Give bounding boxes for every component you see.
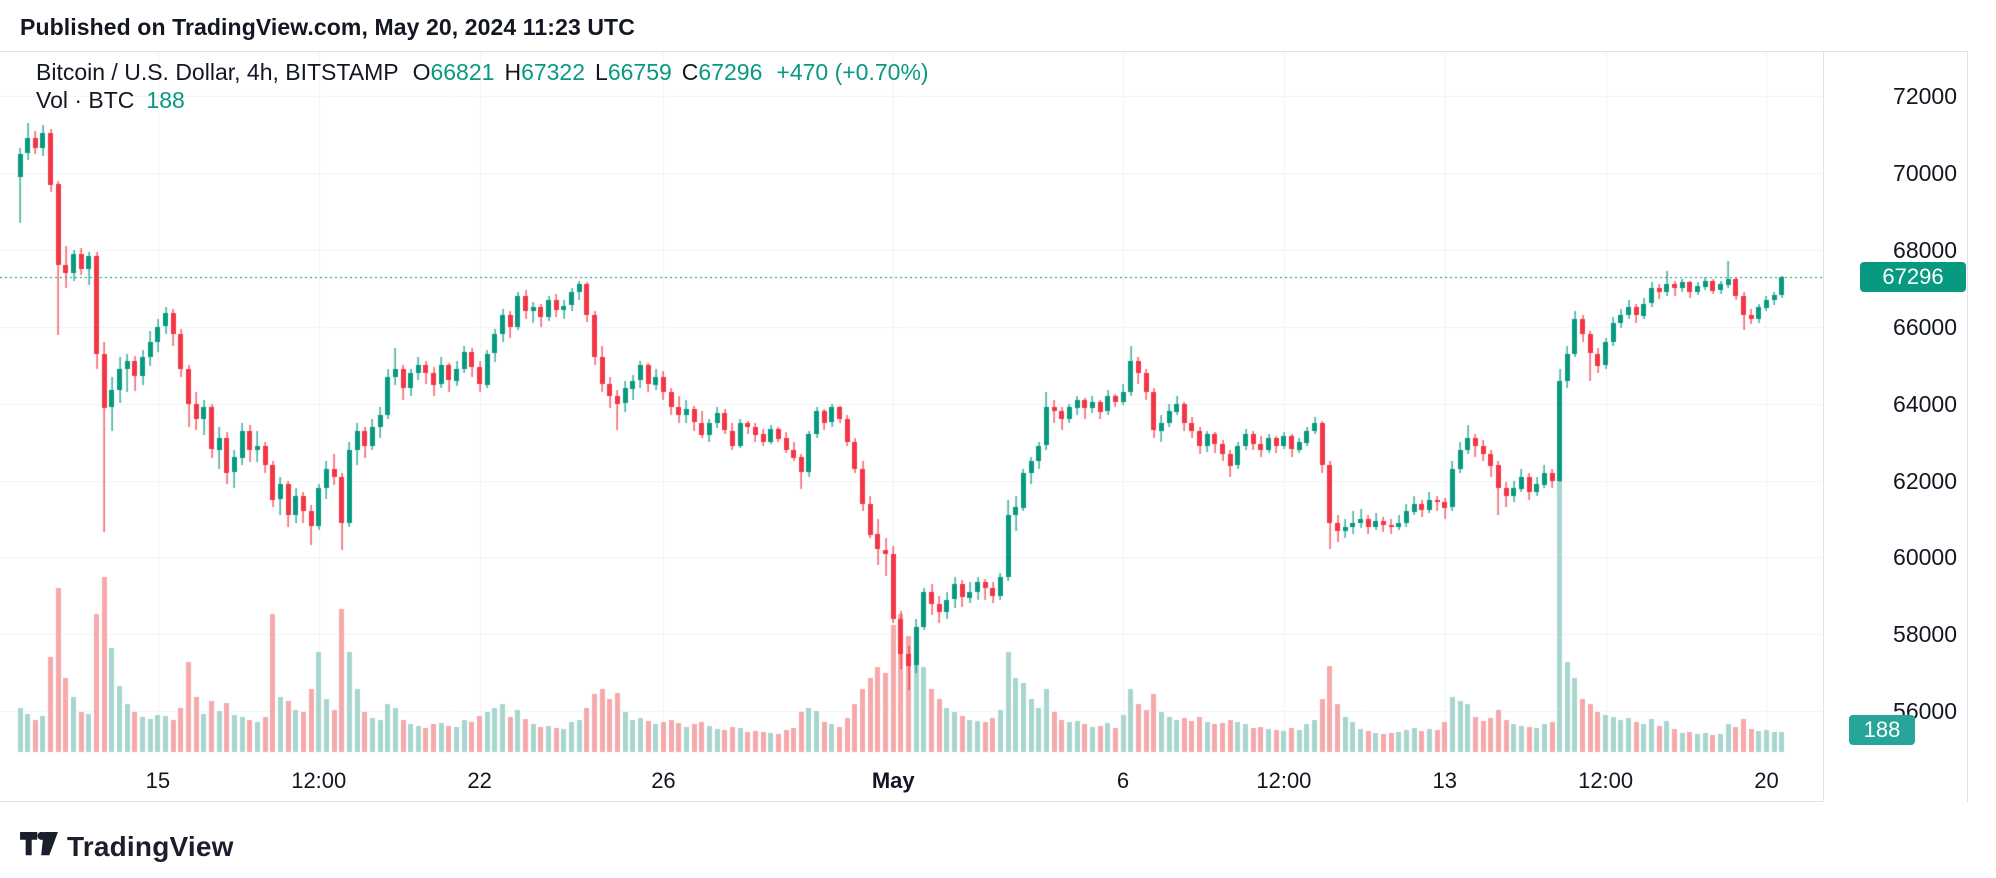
open-value: 66821 [430,59,495,85]
chart-legend: Bitcoin / U.S. Dollar, 4h, BITSTAMP O6682… [36,58,929,114]
price-scale-label: 62000 [1893,467,1957,494]
time-scale-label: 6 [1116,768,1130,793]
low-label: L [595,59,608,85]
close-value: 67296 [698,59,763,85]
candlestick-plot[interactable] [0,52,1823,802]
price-scale-label: 58000 [1893,621,1957,648]
last-price-badge: 67296 [1860,261,1966,292]
open-label: O [412,59,431,85]
close-label: C [681,59,699,85]
published-text: Published on TradingView.com, May 20, 20… [20,14,635,40]
ohlc-high: H67322 [504,59,585,85]
tradingview-brand[interactable]: TradingView [20,831,234,863]
legend-symbol-row: Bitcoin / U.S. Dollar, 4h, BITSTAMP O6682… [36,58,929,86]
low-value: 66759 [607,59,672,85]
ohlc-low: L66759 [595,59,672,85]
time-scale-label: 15 [145,768,171,793]
volume-label[interactable]: Vol · BTC [36,87,135,113]
price-scale-label: 68000 [1893,236,1957,263]
ohlc-close: C67296 [682,59,763,85]
symbol-title[interactable]: Bitcoin / U.S. Dollar, 4h, BITSTAMP [36,59,399,85]
high-value: 67322 [521,59,586,85]
legend-volume-row: Vol · BTC 188 [36,86,929,114]
change-value: +470 (+0.70%) [776,59,929,85]
ohlc-open: O66821 [413,59,495,85]
time-scale-label: 13 [1432,768,1457,793]
price-scale-label: 60000 [1893,544,1957,571]
volume-badge: 188 [1849,715,1915,745]
time-scale-label: 12:00 [291,768,347,793]
time-scale-label: 26 [651,768,676,793]
volume-value: 188 [146,87,185,113]
chart-pane: Bitcoin / U.S. Dollar, 4h, BITSTAMP O6682… [0,52,1968,802]
footer: TradingView [0,803,1968,878]
high-label: H [504,59,522,85]
time-scale-label: 22 [467,768,492,793]
price-axis[interactable]: 67296 188 72000 70000 68000 66000 64000 62000… [1823,52,1968,802]
price-scale-label: 66000 [1893,313,1957,340]
tradingview-logo-icon [20,831,58,855]
time-scale-label: 12:00 [1256,768,1312,793]
time-scale-label: 12:00 [1578,768,1634,793]
time-scale-label: May [871,768,915,793]
time-scale-label: 20 [1754,768,1779,793]
brand-name: TradingView [67,831,234,862]
price-scale-label: 70000 [1893,159,1957,186]
published-bar: Published on TradingView.com, May 20, 20… [0,0,1968,52]
price-scale-label: 72000 [1893,83,1957,109]
price-scale-label: 64000 [1893,390,1957,417]
